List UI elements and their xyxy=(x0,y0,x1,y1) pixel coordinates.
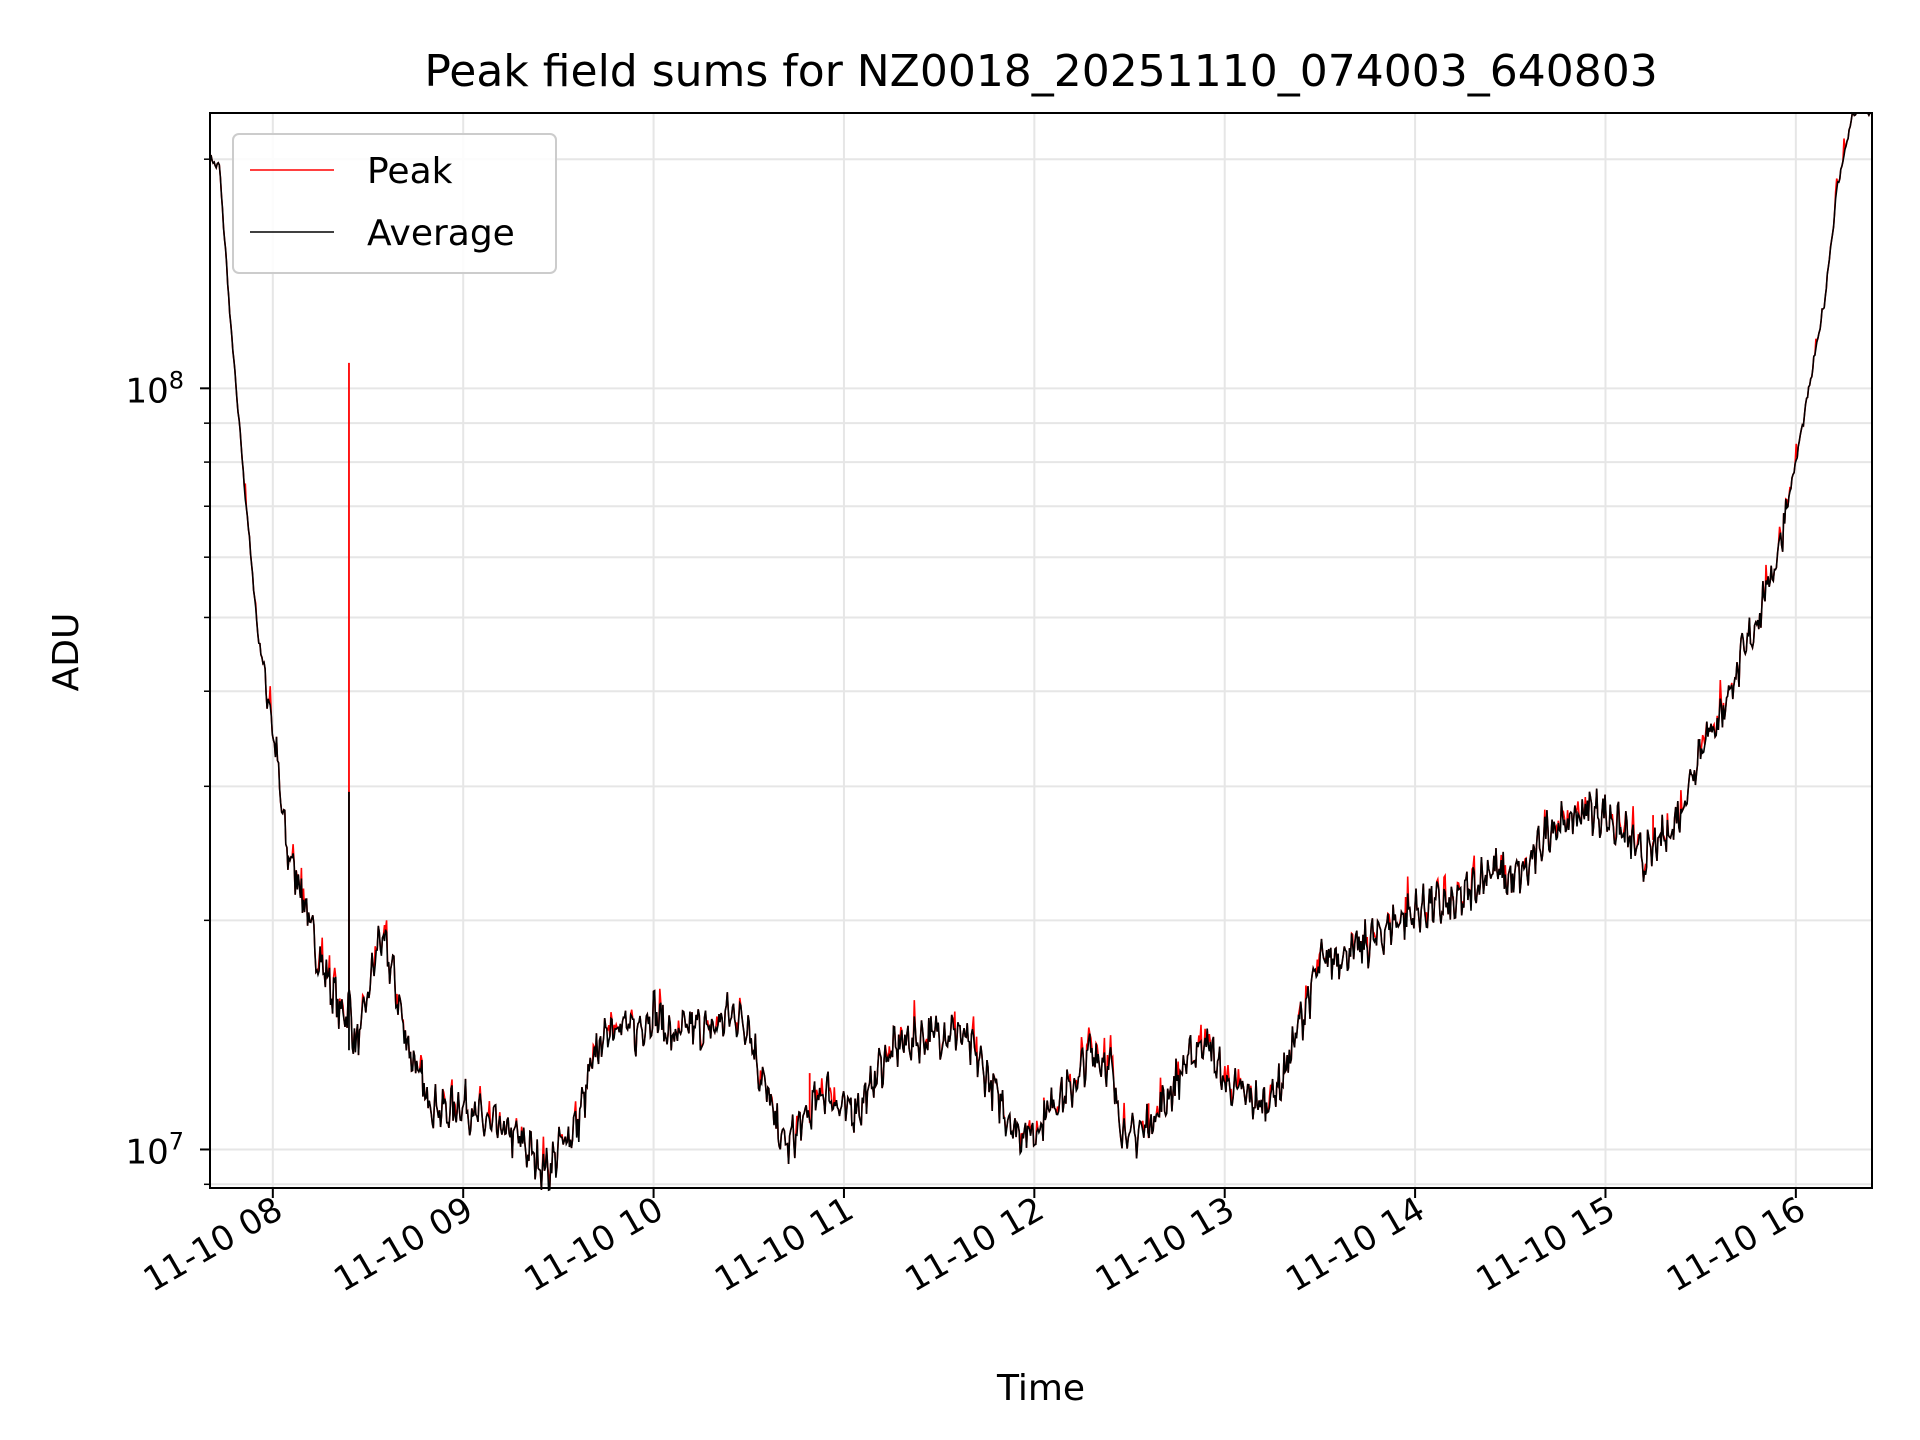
series-layer xyxy=(209,111,1872,1192)
chart-title: Peak field sums for NZ0018_20251110_0740… xyxy=(424,46,1657,97)
legend-average-label: Average xyxy=(367,213,515,254)
grid xyxy=(210,113,1872,1188)
y-tick-label: 108 xyxy=(125,366,184,411)
y-tick-label: 107 xyxy=(125,1127,184,1172)
average-series-line xyxy=(209,111,1872,1192)
legend: Peak Average xyxy=(232,133,557,274)
x-axis-label: Time xyxy=(996,1368,1085,1409)
plot-frame xyxy=(209,112,1873,1189)
y-axis-label: ADU xyxy=(46,613,87,692)
legend-box xyxy=(232,133,557,274)
legend-peak-label: Peak xyxy=(367,151,453,192)
